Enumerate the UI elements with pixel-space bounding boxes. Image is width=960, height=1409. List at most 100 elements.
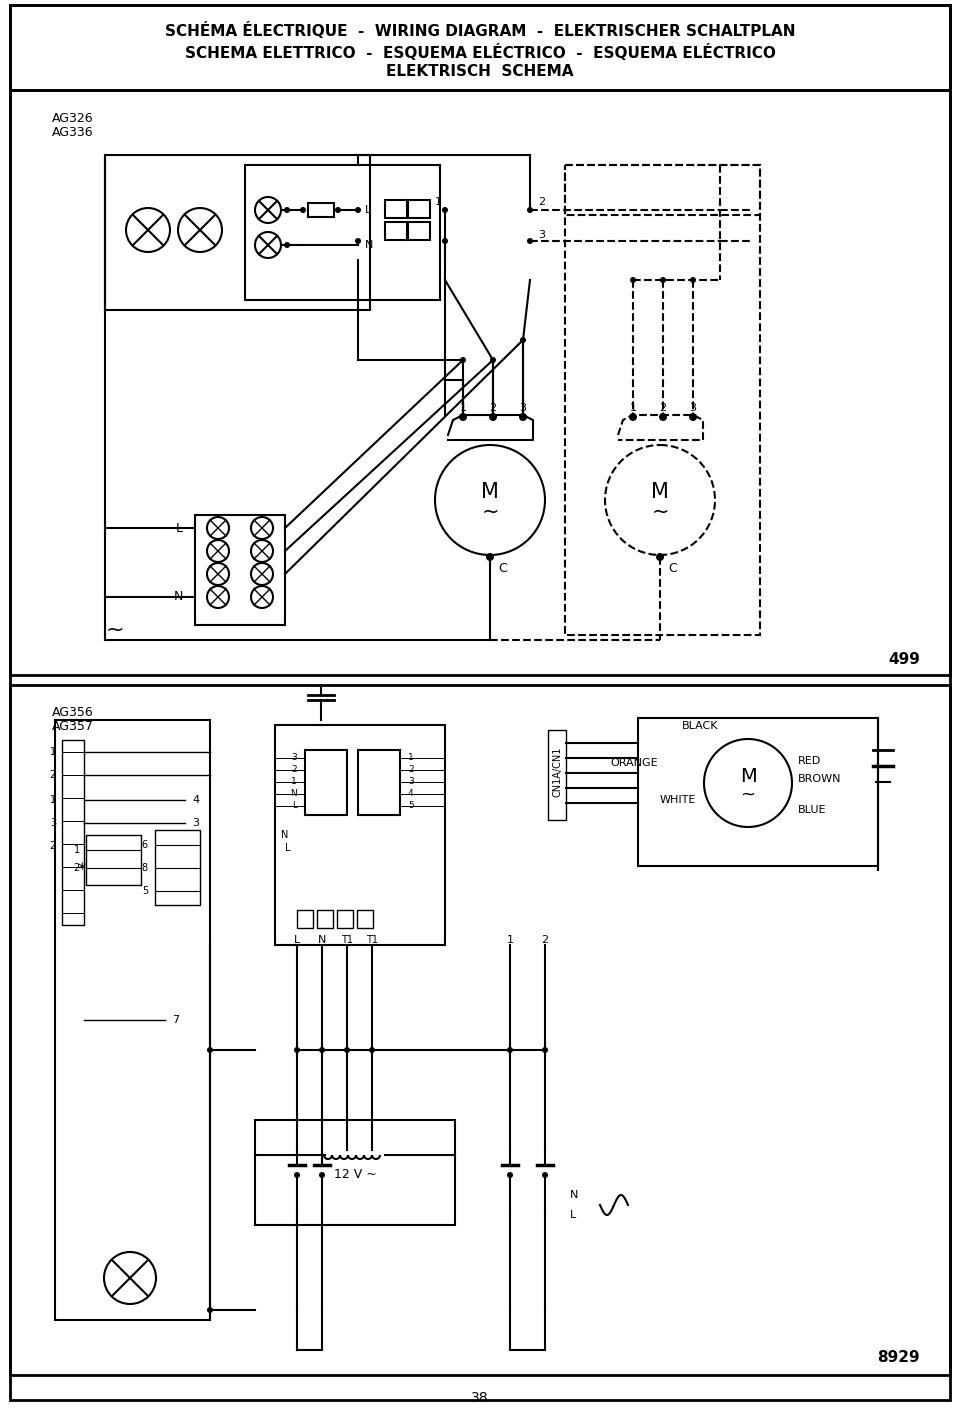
Text: 1: 1 bbox=[630, 403, 636, 413]
Text: 3: 3 bbox=[192, 819, 199, 828]
Circle shape bbox=[335, 207, 341, 213]
Text: 1: 1 bbox=[291, 778, 297, 786]
Circle shape bbox=[284, 207, 290, 213]
Bar bbox=[385, 223, 407, 240]
Text: 8929: 8929 bbox=[877, 1350, 920, 1365]
Circle shape bbox=[319, 1047, 325, 1053]
Text: 2: 2 bbox=[490, 403, 496, 413]
Text: 1: 1 bbox=[408, 754, 414, 762]
Text: 3: 3 bbox=[408, 778, 414, 786]
Text: N: N bbox=[570, 1191, 578, 1200]
Bar bbox=[245, 165, 440, 300]
Text: C: C bbox=[498, 562, 507, 575]
Circle shape bbox=[507, 1047, 513, 1053]
Bar bbox=[62, 740, 84, 924]
Circle shape bbox=[319, 1172, 325, 1178]
Text: M: M bbox=[481, 482, 499, 502]
Text: SCHÉMA ÉLECTRIQUE  -  WIRING DIAGRAM  -  ELEKTRISCHER SCHALTPLAN: SCHÉMA ÉLECTRIQUE - WIRING DIAGRAM - ELE… bbox=[165, 21, 795, 38]
Text: C: C bbox=[668, 562, 677, 575]
Bar bbox=[408, 223, 430, 240]
Text: 2: 2 bbox=[660, 403, 666, 413]
Text: SCHEMA ELETTRICO  -  ESQUEMA ELÉCTRICO  -  ESQUEMA ELÉCTRICO: SCHEMA ELETTRICO - ESQUEMA ELÉCTRICO - E… bbox=[184, 44, 776, 61]
Text: 5: 5 bbox=[408, 802, 414, 810]
Circle shape bbox=[489, 413, 497, 421]
Text: RED: RED bbox=[798, 757, 821, 766]
Circle shape bbox=[284, 242, 290, 248]
Text: 499: 499 bbox=[888, 652, 920, 668]
Circle shape bbox=[355, 238, 361, 244]
Circle shape bbox=[294, 1047, 300, 1053]
Bar bbox=[385, 200, 407, 218]
Text: WHITE: WHITE bbox=[660, 795, 696, 805]
Text: ~: ~ bbox=[481, 502, 499, 521]
Text: ~: ~ bbox=[740, 786, 756, 805]
Text: L: L bbox=[176, 521, 183, 534]
Text: *: * bbox=[78, 861, 86, 879]
Circle shape bbox=[629, 413, 637, 421]
Text: 3: 3 bbox=[519, 403, 526, 413]
Text: 2: 2 bbox=[538, 197, 545, 207]
Text: CN1A/CN1: CN1A/CN1 bbox=[553, 747, 563, 797]
Text: 2: 2 bbox=[292, 765, 297, 775]
Bar bbox=[55, 720, 210, 1320]
Circle shape bbox=[486, 552, 494, 561]
Text: T1: T1 bbox=[341, 936, 353, 945]
Text: 5: 5 bbox=[142, 886, 148, 896]
Text: N: N bbox=[290, 789, 297, 799]
Text: L: L bbox=[365, 204, 372, 216]
Circle shape bbox=[520, 337, 526, 342]
Circle shape bbox=[527, 207, 533, 213]
Text: 1: 1 bbox=[460, 403, 467, 413]
Bar bbox=[10, 6, 950, 90]
Text: BROWN: BROWN bbox=[798, 774, 842, 783]
Bar bbox=[308, 203, 334, 217]
Text: L: L bbox=[292, 802, 297, 810]
Bar bbox=[337, 910, 353, 929]
Bar bbox=[275, 726, 445, 945]
Text: 1: 1 bbox=[74, 845, 80, 855]
Circle shape bbox=[355, 207, 361, 213]
Text: 2: 2 bbox=[50, 769, 56, 781]
Circle shape bbox=[542, 1172, 548, 1178]
Circle shape bbox=[519, 413, 527, 421]
Text: 2: 2 bbox=[74, 862, 80, 874]
Circle shape bbox=[542, 1047, 548, 1053]
Circle shape bbox=[507, 1172, 513, 1178]
Circle shape bbox=[442, 207, 448, 213]
Text: 3: 3 bbox=[50, 819, 56, 828]
Bar bbox=[105, 155, 370, 310]
Text: 2: 2 bbox=[50, 841, 56, 851]
Circle shape bbox=[300, 207, 306, 213]
Text: L: L bbox=[570, 1210, 576, 1220]
Circle shape bbox=[656, 552, 664, 561]
Bar bbox=[10, 685, 950, 1375]
Bar bbox=[357, 910, 373, 929]
Circle shape bbox=[659, 413, 667, 421]
Circle shape bbox=[630, 278, 636, 283]
Text: M: M bbox=[739, 768, 756, 786]
Bar bbox=[565, 165, 760, 635]
Text: BLUE: BLUE bbox=[798, 805, 827, 814]
Text: N: N bbox=[318, 936, 326, 945]
Text: 12 V ~: 12 V ~ bbox=[334, 1168, 376, 1182]
Text: 4: 4 bbox=[408, 789, 414, 799]
Bar bbox=[86, 836, 141, 885]
Text: 6: 6 bbox=[142, 840, 148, 850]
Text: L: L bbox=[294, 936, 300, 945]
Circle shape bbox=[207, 1047, 213, 1053]
Text: 1: 1 bbox=[507, 936, 514, 945]
Text: AG336: AG336 bbox=[52, 127, 94, 139]
Bar bbox=[305, 750, 347, 814]
Text: ELEKTRISCH  SCHEMA: ELEKTRISCH SCHEMA bbox=[386, 65, 574, 79]
Circle shape bbox=[459, 413, 467, 421]
Circle shape bbox=[460, 356, 466, 364]
Text: 3: 3 bbox=[291, 754, 297, 762]
Bar bbox=[408, 200, 430, 218]
Circle shape bbox=[442, 238, 448, 244]
Text: 3: 3 bbox=[538, 230, 545, 240]
Text: N: N bbox=[281, 830, 289, 840]
Bar bbox=[10, 90, 950, 675]
Text: L: L bbox=[285, 843, 291, 852]
Bar bbox=[195, 516, 285, 626]
Bar bbox=[638, 719, 878, 867]
